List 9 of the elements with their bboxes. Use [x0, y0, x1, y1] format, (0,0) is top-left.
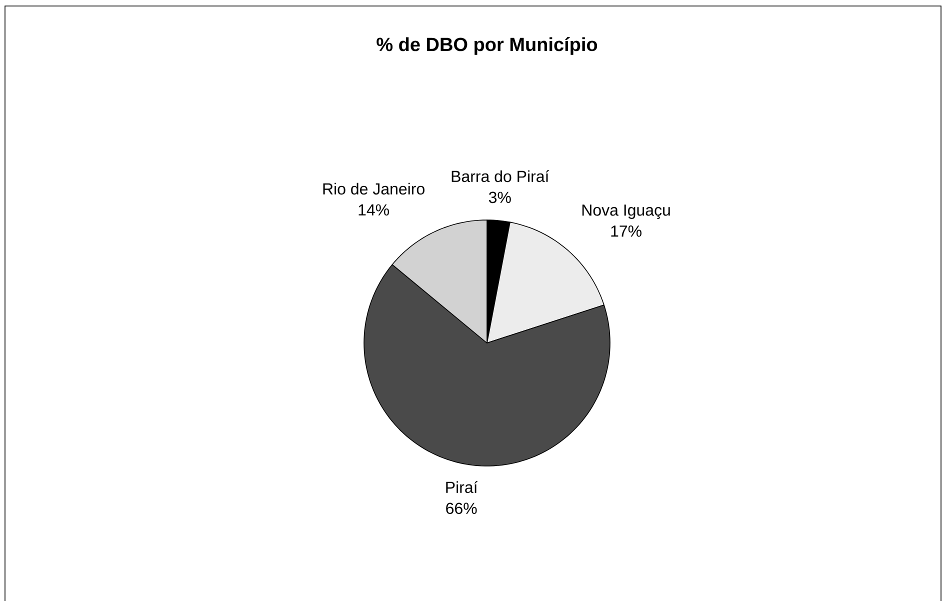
- slice-label: Barra do Piraí: [452, 170, 550, 182]
- data-label: 66%: [446, 502, 477, 514]
- data-label: 14%: [358, 204, 390, 216]
- slice-label: Rio de Janeiro: [323, 182, 424, 195]
- slice-label: Piraí: [446, 481, 478, 494]
- slice-label: Nova Iguaçu: [582, 204, 670, 220]
- data-label: 17%: [611, 226, 642, 237]
- data-label: 3%: [488, 192, 511, 204]
- chart-title: % de DBO por Município: [376, 37, 598, 55]
